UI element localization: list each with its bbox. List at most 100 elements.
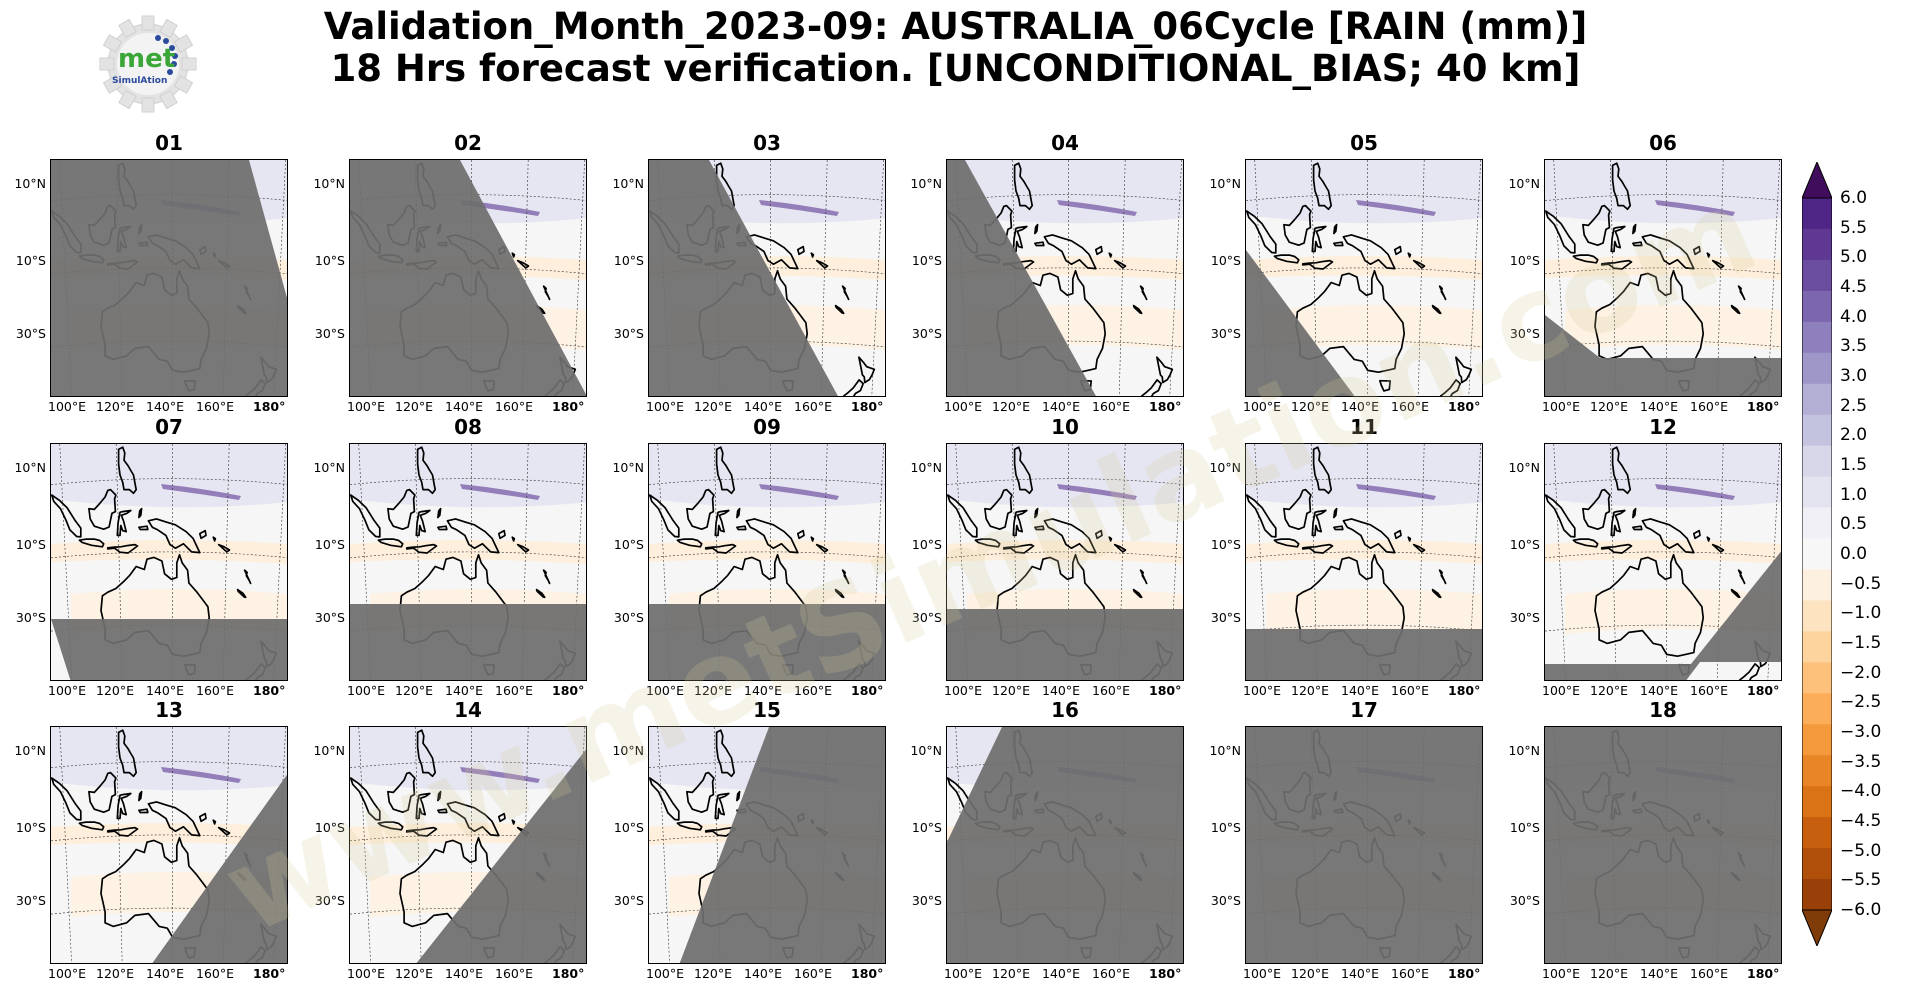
longitude-label: 100°E [944,966,983,981]
colorbar-tick-label: −2.0 [1840,662,1882,683]
coastline [138,808,149,814]
longitude-label: 160°E [1092,966,1131,981]
latitude-label: 10°S [613,820,644,835]
map-canvas [1246,160,1482,396]
longitude-label: 140°E [1042,683,1081,698]
latitude-label: 10°N [1508,743,1540,758]
map-canvas [51,444,287,680]
longitude-label: 160°E [1690,683,1729,698]
figure-title: Validation_Month_2023-09: AUSTRALIA_06Cy… [0,6,1911,90]
panel-title: 17 [1350,698,1378,722]
longitude-label: 120°E [96,966,135,981]
coastline [1438,285,1447,301]
map-panel: 18 10°N 10°S 30°S 100°E 120°E 140°E 160°E 180° [1508,698,1782,981]
colorbar-tick-label: −5.5 [1840,870,1882,891]
map-canvas [350,444,586,680]
coastline [1572,538,1599,548]
map-canvas [1246,444,1482,680]
longitude-label: 180° [1448,966,1481,981]
title-line-2: 18 Hrs forecast verification. [UNCONDITI… [330,47,1581,90]
colorbar-band [1802,507,1832,540]
colorbar-band [1802,259,1832,292]
coastline [437,808,448,814]
longitude-label: 160°E [794,966,833,981]
coastline [1632,223,1637,235]
coastline [1273,254,1300,264]
longitude-label: 180° [851,683,884,698]
coastline [138,507,143,519]
coastline [841,285,850,301]
map-canvas [947,160,1183,396]
coastline [796,245,805,256]
coastline [1582,488,1611,531]
bias-map [1544,443,1782,681]
coastline [212,536,217,542]
latitude-label: 30°S [1509,610,1540,625]
longitude-label: 100°E [1243,966,1282,981]
longitude-label: 180° [1747,399,1780,414]
map-panel: 02 10°N 10°S 30°S 100°E 120°E 140°E 160°E 180° [313,131,587,414]
latitude-label: 10°N [14,176,46,191]
bias-map [648,443,886,681]
coastline [88,488,117,531]
coastline [834,588,845,599]
panel-title: 12 [1649,415,1677,439]
coastline [1013,162,1034,211]
coastline [1692,529,1701,540]
coastline [1407,536,1412,542]
map-panel: 16 10°N 10°S 30°S 100°E 120°E 140°E 160°E 180° [910,698,1184,981]
longitude-label: 140°E [1341,399,1380,414]
coastline [810,252,815,258]
longitude-label: 160°E [794,399,833,414]
panel-title: 13 [155,698,183,722]
coastline [1641,518,1695,554]
coastline [88,771,117,814]
longitude-label: 100°E [48,966,87,981]
latitude-label: 30°S [314,326,345,341]
panel-title: 11 [1350,415,1378,439]
coastline [542,285,551,301]
coastline [715,729,736,778]
longitude-label: 120°E [694,683,733,698]
coastline [1156,356,1174,384]
coastline [1333,223,1338,235]
coastline [842,379,865,396]
map-canvas [947,444,1183,680]
coastline [1246,494,1277,538]
coastline [1393,245,1402,256]
coastline [535,588,546,599]
longitude-label: 180° [552,966,585,981]
longitude-label: 180° [1149,966,1182,981]
coastline [1711,543,1725,553]
latitude-label: 30°S [15,610,46,625]
latitude-label: 30°S [1509,326,1540,341]
coastline [117,729,138,778]
colorbar-tick-label: −4.0 [1840,781,1882,802]
longitude-label: 120°E [1590,399,1629,414]
coastline [437,507,442,519]
colorbar-tick-label: 1.5 [1840,455,1868,475]
coastline [1706,536,1711,542]
coastline [1572,254,1599,264]
coastline [1641,234,1695,270]
latitude-label: 10°N [1508,176,1540,191]
colorbar-band [1802,848,1832,880]
logo-subtext: SimulAtion [112,76,167,86]
coastline [198,529,207,540]
bias-map [648,159,886,397]
panel-title: 05 [1350,131,1378,155]
missing-data-mask [947,727,1183,963]
bias-map [1245,443,1483,681]
latitude-label: 10°S [1210,820,1241,835]
coastline [1333,241,1344,247]
coastline [1034,241,1045,247]
missing-data-mask [51,619,287,680]
coastline [416,446,437,495]
map-canvas [1545,444,1781,680]
coastline [1600,259,1633,270]
latitude-label: 30°S [1210,893,1241,908]
latitude-label: 10°N [313,743,345,758]
panel-title: 18 [1649,698,1677,722]
colorbar-extend-top [1801,160,1833,199]
logo-text: met [118,44,175,74]
